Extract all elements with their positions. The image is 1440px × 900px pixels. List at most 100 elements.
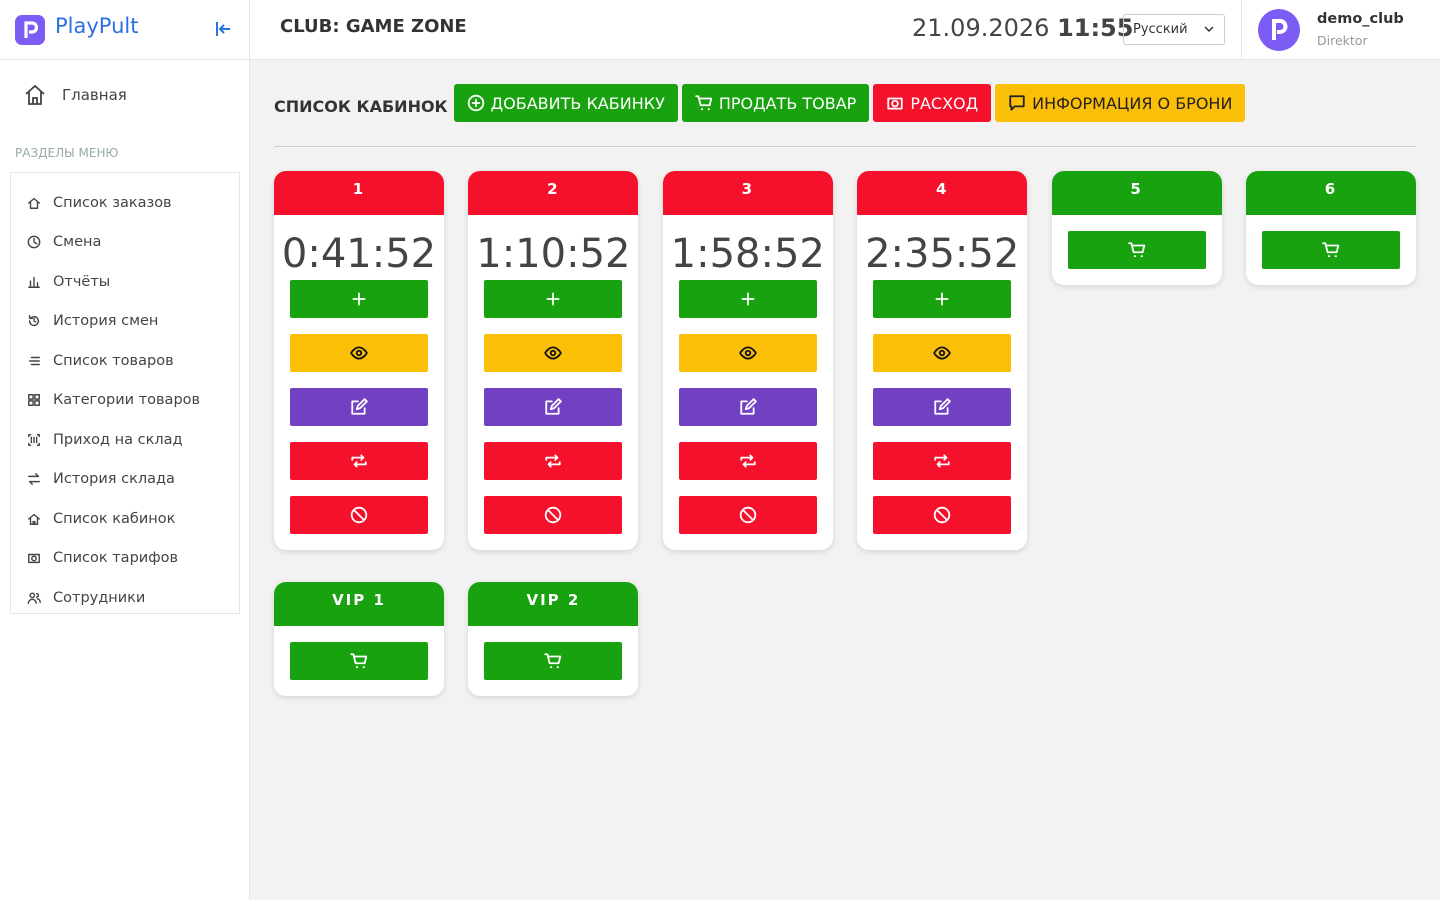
icon [934,506,951,524]
cabin-card: 1 0:41:52 [274,171,444,550]
transfer-button[interactable] [484,442,623,480]
menu-item[interactable]: История склада [11,460,239,500]
language-select[interactable]: Русский [1123,14,1225,45]
language: Русский [1133,22,1188,37]
sell-button[interactable] [1261,231,1400,269]
stop-button[interactable] [678,496,817,534]
edit-button[interactable] [678,388,817,426]
sell-button[interactable] [1067,231,1206,269]
stop-button[interactable] [873,496,1012,534]
icon [351,454,367,468]
menu-label: Смена [53,234,102,251]
date: 21.09.2026 [912,14,1050,42]
toolbar-button[interactable]: ИНФОРМАЦИЯ О БРОНИ [995,84,1246,122]
menu-label: Отчёты [53,273,111,290]
icon [934,398,951,415]
icon [350,653,368,669]
cabin-header: VIP 2 [468,582,639,626]
menu-item[interactable]: Приход на склад [11,420,239,460]
menu-item[interactable]: Смена [11,223,239,263]
toolbar-button[interactable]: ПРОДАТЬ ТОВАР [681,84,870,122]
view-button[interactable] [873,334,1012,372]
edit-button[interactable] [484,388,623,426]
toolbar-title: СПИСОК КАБИНОК [274,96,448,116]
toolbar-button[interactable]: РАСХОД [873,84,992,122]
add-time-button[interactable] [678,280,817,318]
menu-item[interactable]: Список кабинок [11,499,239,539]
menu-item[interactable]: Список тарифов [11,539,239,579]
divider [274,146,1416,147]
sell-button[interactable] [290,642,428,680]
home-link[interactable]: Главная [24,84,127,106]
menu-item[interactable]: Список товаров [11,341,239,381]
stop-button[interactable] [290,496,428,534]
icon [352,292,366,306]
icon [351,398,368,415]
icon [933,346,951,360]
view-button[interactable] [290,334,428,372]
icon [887,97,903,110]
menu-label: Сотрудники [53,589,146,606]
icon [467,94,484,112]
cabin-grid: 1 0:41:52 2 1:10:52 3 1:58:52 4 2:35:52 5 6 VIP 1 V… [274,171,1416,696]
toolbar-button-label: ИНФОРМАЦИЯ О БРОНИ [1032,93,1233,113]
user-menu[interactable]: demo_club Direktor [1241,0,1440,60]
cabin-card: 4 2:35:52 [857,171,1028,550]
icon [1127,242,1145,258]
menu-label: Список тарифов [53,550,179,567]
icon [739,346,757,360]
menu-item[interactable]: Отчёты [11,262,239,302]
stop-button[interactable] [484,496,623,534]
cabin-card: 5 [1051,171,1222,285]
add-time-button[interactable] [484,280,623,318]
icon [934,454,950,468]
edit-button[interactable] [873,388,1012,426]
sell-button[interactable] [484,642,623,680]
header: CLUB: GAME ZONE 21.09.2026 11:55 Русский… [250,0,1440,60]
toolbar-button-label: ДОБАВИТЬ КАБИНКУ [490,93,665,113]
edit-button[interactable] [290,388,428,426]
icon [545,398,563,415]
user-role: Direktor [1317,33,1368,48]
transfer-button[interactable] [290,442,428,480]
menu-item[interactable]: Список заказов [11,183,239,223]
icon [1322,242,1340,258]
user-name: demo_club [1317,11,1404,27]
collapse-button[interactable] [214,20,232,38]
cabin-header: 6 [1245,171,1416,215]
brand: PlayPult [55,14,139,38]
icon [28,433,40,446]
cabin-header: 3 [662,171,833,215]
icon [741,292,755,306]
menu-label: Список кабинок [53,510,176,527]
cabin-header: 5 [1051,171,1222,215]
add-time-button[interactable] [290,280,428,318]
view-button[interactable] [484,334,623,372]
cabin-header: 1 [274,171,444,215]
icon [545,506,562,524]
menu-item[interactable]: Категории товаров [11,381,239,421]
logo [15,15,45,45]
datetime: 21.09.2026 11:55 [912,14,1133,42]
menu-label: Приход на склад [53,431,183,448]
menu-item[interactable]: История смен [11,302,239,342]
menu-label: История смен [53,313,159,330]
icon [28,356,40,365]
transfer-button[interactable] [873,442,1012,480]
toolbar-button-label: РАСХОД [910,93,979,113]
view-button[interactable] [678,334,817,372]
add-time-button[interactable] [873,280,1012,318]
icon [28,197,40,209]
icon [28,554,40,564]
icon [544,653,562,669]
transfer-button[interactable] [678,442,817,480]
icon [1009,95,1025,111]
cabin-header: 4 [857,171,1028,215]
toolbar: СПИСОК КАБИНОК ДОБАВИТЬ КАБИНКУ ПРОДАТЬ Т… [274,84,1246,122]
toolbar-button[interactable]: ДОБАВИТЬ КАБИНКУ [453,84,678,122]
menu-item[interactable]: Сотрудники [11,578,239,618]
spacer [1246,215,1416,231]
menu: Список заказов Смена Отчёты История смен Спи… [10,172,240,614]
home-label: Главная [62,86,127,104]
